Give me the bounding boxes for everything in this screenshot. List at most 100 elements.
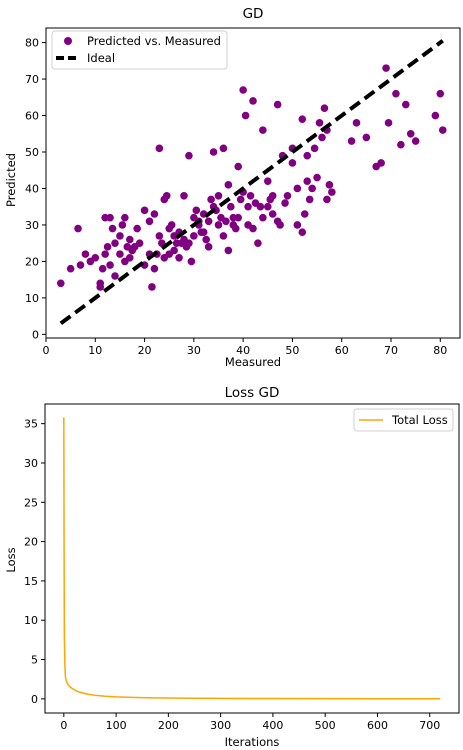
scatter-point xyxy=(155,144,164,153)
scatter-point xyxy=(318,133,326,142)
x-tick-label: 200 xyxy=(158,719,179,732)
scatter-point xyxy=(199,228,208,237)
scatter-point xyxy=(298,228,307,237)
y-tick-label: 20 xyxy=(24,536,38,549)
scatter-point xyxy=(150,210,159,218)
chart-title: GD xyxy=(243,6,264,22)
scatter-point xyxy=(111,239,119,247)
scatter-point xyxy=(204,217,213,226)
scatter-point xyxy=(219,144,228,153)
scatter-point xyxy=(438,126,447,134)
scatter-point xyxy=(145,217,154,226)
scatter-point xyxy=(106,213,114,222)
scatter-point xyxy=(288,159,297,167)
scatter-point xyxy=(155,232,164,240)
scatter-point xyxy=(328,188,336,196)
scatter-point xyxy=(315,119,324,127)
scatter-point xyxy=(320,104,329,113)
scatter-point xyxy=(125,253,134,262)
scatter-point xyxy=(150,264,159,273)
scatter-point xyxy=(121,213,129,222)
scatter-point xyxy=(133,224,141,233)
y-tick-label: 80 xyxy=(25,37,39,50)
scatter-point xyxy=(66,264,75,273)
plot-frame xyxy=(44,403,460,714)
scatter-point xyxy=(125,235,134,244)
x-axis-label: Measured xyxy=(225,355,281,369)
x-tick-label: 700 xyxy=(419,719,440,732)
scatter-point xyxy=(140,206,149,215)
x-tick-label: 50 xyxy=(285,344,299,357)
scatter-point xyxy=(170,246,178,255)
scatter-point xyxy=(118,221,127,229)
scatter-point xyxy=(108,224,117,233)
scatter-point xyxy=(347,137,356,145)
scatter-point xyxy=(204,243,213,251)
ideal-line xyxy=(59,39,444,326)
y-tick-label: 10 xyxy=(25,292,39,305)
legend-marker-points xyxy=(64,37,72,45)
x-tick-label: 600 xyxy=(367,719,388,732)
scatter-point xyxy=(308,184,316,193)
y-tick-label: 30 xyxy=(24,457,38,470)
legend-label-points: Predicted vs. Measured xyxy=(87,34,221,48)
x-tick-label: 10 xyxy=(88,344,102,357)
x-tick-label: 0 xyxy=(60,719,67,732)
scatter-point xyxy=(111,272,119,280)
y-tick-label: 40 xyxy=(25,182,39,195)
scatter-point xyxy=(249,97,257,105)
scatter-point xyxy=(214,191,223,200)
scatter-point xyxy=(384,119,393,127)
legend-label-loss: Total Loss xyxy=(391,413,448,427)
scatter-point xyxy=(323,195,331,204)
scatter-point xyxy=(224,246,233,255)
loss-chart: Loss GD Iterations Loss 0 100 200 300 400 500… xyxy=(4,385,460,749)
scatter-point xyxy=(219,232,228,240)
y-tick-label: 60 xyxy=(25,110,39,123)
x-tick-label: 400 xyxy=(262,719,283,732)
scatter-point xyxy=(214,221,223,229)
scatter-chart: GD Measured Predicted 0 10 20 30 40 50 60 70 80 0… xyxy=(4,6,461,369)
chart-title: Loss GD xyxy=(225,385,280,401)
scatter-point xyxy=(406,129,415,138)
scatter-point xyxy=(276,221,284,229)
y-tick-label: 20 xyxy=(25,255,39,268)
scatter-point xyxy=(202,235,210,244)
scatter-point xyxy=(244,202,252,211)
scatter-point xyxy=(103,243,112,251)
scatter-point xyxy=(352,119,361,127)
scatter-point xyxy=(281,199,289,207)
scatter-point xyxy=(268,191,277,200)
scatter-point xyxy=(135,239,144,247)
scatter-point xyxy=(106,261,114,269)
y-tick-label: 10 xyxy=(24,614,38,627)
scatter-point xyxy=(256,202,265,211)
y-tick-label: 25 xyxy=(24,496,38,509)
plot-frame xyxy=(45,27,461,339)
scatter-point xyxy=(283,191,292,200)
scatter-point xyxy=(273,100,282,109)
x-tick-label: 20 xyxy=(138,344,152,357)
scatter-point xyxy=(259,126,267,134)
scatter-point xyxy=(207,195,215,204)
scatter-point xyxy=(293,184,302,193)
scatter-point xyxy=(187,257,196,266)
scatter-point xyxy=(185,151,193,160)
legend: Predicted vs. Measured Ideal xyxy=(51,30,228,70)
scatter-point xyxy=(148,283,156,291)
loss-line xyxy=(63,417,441,700)
scatter-point xyxy=(241,111,250,120)
y-tick-label: 15 xyxy=(24,575,38,588)
scatter-point xyxy=(98,264,107,273)
scatter-point xyxy=(234,162,243,171)
y-axis-label: Loss xyxy=(4,547,18,572)
scatter-point xyxy=(303,151,312,160)
scatter-point xyxy=(101,250,109,258)
scatter-point xyxy=(263,202,272,211)
scatter-point xyxy=(222,217,230,226)
scatter-point xyxy=(303,177,312,185)
scatter-point xyxy=(185,239,193,247)
scatter-point xyxy=(81,250,90,258)
x-tick-label: 100 xyxy=(106,719,127,732)
